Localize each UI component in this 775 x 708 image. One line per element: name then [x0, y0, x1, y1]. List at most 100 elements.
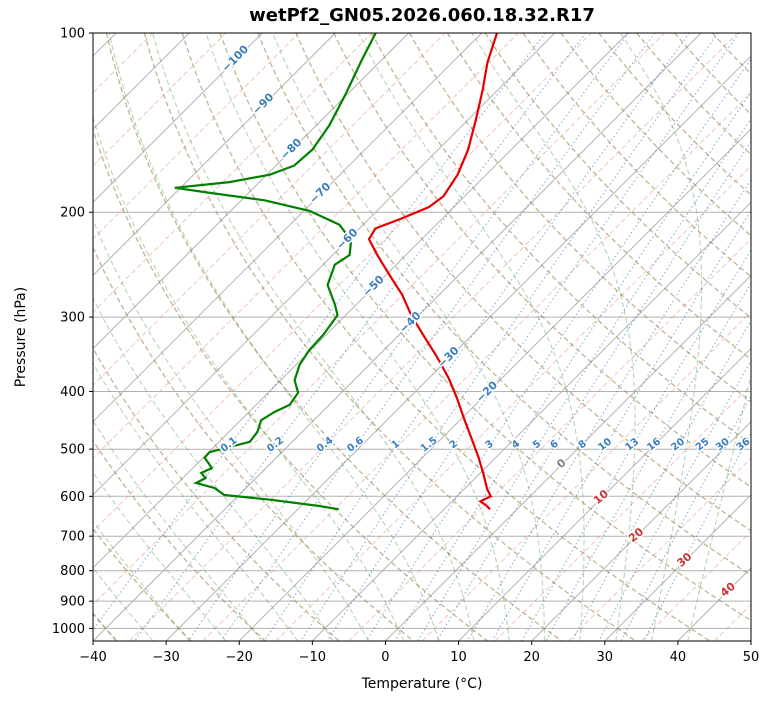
- x-tick-label: −40: [79, 650, 106, 665]
- mixing-ratio-line: [467, 178, 751, 641]
- dry-adiabat: [446, 33, 751, 361]
- isotherm-minor: [93, 33, 446, 386]
- moist-adiabat: [93, 362, 299, 641]
- y-tick-label: 700: [60, 530, 85, 545]
- isotherm-minor: [129, 33, 738, 641]
- dewpoint-line: [174, 33, 377, 511]
- mixing-ratio-line: [93, 33, 546, 631]
- dry-adiabat: [181, 33, 711, 641]
- isotherm-label-warm: 40: [718, 579, 738, 599]
- dry-adiabat: [143, 33, 637, 641]
- isotherm-minor: [93, 33, 227, 167]
- isotherm-minor: [93, 33, 300, 240]
- dry-adiabat: [93, 347, 340, 641]
- isotherm-minor: [640, 530, 751, 641]
- dry-adiabat: [93, 439, 266, 641]
- x-tick-label: −20: [226, 650, 253, 665]
- mixing-ratio-line: [521, 249, 751, 641]
- y-tick-label: 1000: [52, 622, 85, 637]
- dry-adiabat: [93, 245, 414, 641]
- isotherm: [385, 274, 751, 641]
- dry-adiabat: [522, 33, 751, 278]
- moist-adiabat: [93, 419, 263, 641]
- isotherm: [93, 33, 336, 277]
- isotherm: [93, 33, 702, 641]
- dry-adiabat: [219, 33, 751, 622]
- moist-adiabat: [152, 33, 475, 641]
- isotherm-minor: [348, 238, 751, 641]
- isotherm-label-cold: −70: [307, 180, 334, 207]
- plot-border: [92, 32, 752, 642]
- y-tick-label: 500: [60, 443, 85, 458]
- moist-adiabat: [471, 33, 636, 641]
- isotherm: [93, 33, 409, 350]
- mixing-ratio-line: [417, 117, 751, 641]
- plot-area: [93, 33, 751, 641]
- x-tick-label: 0: [381, 650, 389, 665]
- dry-adiabat: [636, 33, 751, 156]
- y-axis-label: Pressure (hPa): [13, 286, 29, 388]
- chart-title: wetPf2_GN05.2026.060.18.32.R17: [249, 5, 595, 26]
- moist-adiabat: [358, 33, 585, 641]
- isotherm: [93, 33, 556, 496]
- isotherm: [165, 55, 751, 641]
- mixing-ratio-line: [545, 282, 751, 641]
- isotherm: [458, 347, 751, 641]
- mixing-ratio-line: [436, 140, 751, 641]
- mixing-ratio-line: [187, 33, 630, 641]
- isotherm-label-warm: 30: [674, 550, 694, 570]
- mixing-ratio-line: [571, 319, 751, 641]
- mixing-ratio-line: [620, 394, 751, 641]
- moist-adiabat: [272, 33, 546, 641]
- mixing-ratio-line: [598, 359, 751, 641]
- moist-adiabat: [619, 33, 703, 641]
- y-tick-label: 600: [60, 490, 85, 505]
- moist-adiabat: [93, 520, 191, 641]
- mixing-ratio-line: [300, 33, 719, 641]
- isotherm-minor: [93, 33, 592, 533]
- moist-adiabat: [687, 372, 751, 641]
- mixing-ratio-line: [134, 33, 587, 641]
- isotherm: [604, 494, 751, 641]
- y-tick-label: 900: [60, 595, 85, 610]
- x-tick-label: 30: [597, 650, 614, 665]
- mixing-ratio-line: [643, 431, 751, 641]
- isotherm-label-cold: −90: [250, 90, 277, 117]
- dry-adiabat: [560, 33, 751, 237]
- mixing-ratio-label: 30: [714, 436, 732, 453]
- mixing-ratio-label: 0.6: [345, 435, 366, 455]
- y-tick-label: 800: [60, 564, 85, 579]
- moist-adiabat: [93, 297, 334, 641]
- dry-adiabat: [598, 33, 751, 196]
- x-tick-label: −10: [299, 650, 326, 665]
- dry-adiabat: [93, 127, 488, 641]
- dry-adiabat: [333, 33, 751, 488]
- temperature-line: [367, 33, 499, 511]
- isotherm: [531, 420, 751, 641]
- dry-adiabat: [371, 33, 751, 445]
- mixing-ratio-line: [326, 33, 740, 641]
- isotherm: [750, 640, 751, 641]
- isotherm: [238, 128, 751, 641]
- dry-adiabat: [408, 33, 751, 403]
- mixing-ratio-line: [264, 33, 690, 641]
- moist-adiabat: [93, 115, 405, 641]
- mixing-ratio-line: [491, 210, 751, 641]
- x-tick-label: 40: [670, 650, 687, 665]
- moist-adiabat: [108, 33, 440, 641]
- y-tick-label: 200: [60, 206, 85, 221]
- x-tick-label: −30: [152, 650, 179, 665]
- dry-adiabat: [105, 33, 563, 641]
- isotherm-minor: [93, 33, 665, 606]
- isotherm-label-warm: 0: [554, 456, 568, 471]
- isotherm-label-warm: 10: [591, 487, 611, 507]
- isotherm-minor: [202, 91, 751, 641]
- isotherm-label-cold: −60: [334, 226, 361, 253]
- moist-adiabat: [93, 471, 227, 641]
- mixing-ratio-label: 1.5: [419, 435, 440, 455]
- x-tick-label: 50: [743, 650, 760, 665]
- isotherm-label-cold: −40: [397, 309, 424, 336]
- dry-adiabat: [484, 33, 751, 319]
- isotherm-label-cold: −100: [219, 42, 251, 74]
